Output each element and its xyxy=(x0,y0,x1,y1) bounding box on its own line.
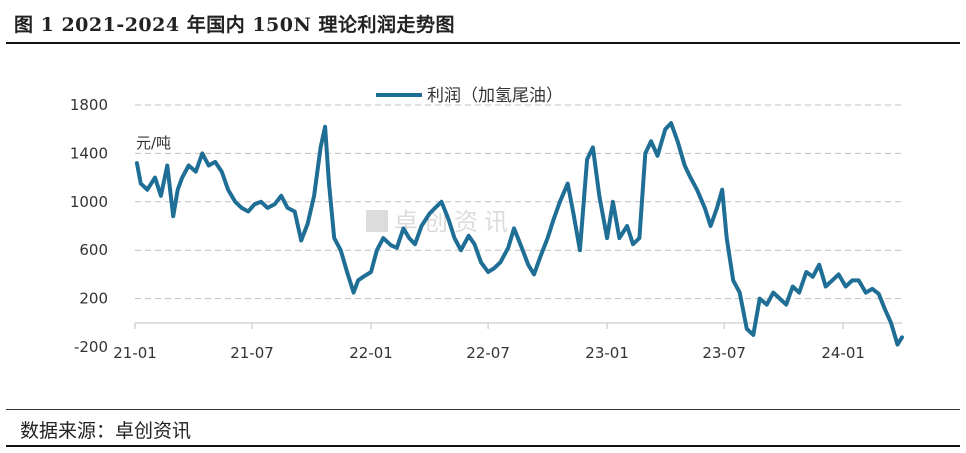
y-tick-label: 200 xyxy=(79,290,108,308)
x-tick-label: 22-07 xyxy=(466,344,510,362)
x-tick-label: 21-01 xyxy=(113,344,157,362)
x-tick-labels: 21-01 21-07 22-01 22-07 23-01 23-07 24-01 xyxy=(113,323,865,362)
y-tick-label: 1400 xyxy=(70,144,108,162)
y-tick-label: 600 xyxy=(79,241,108,259)
source-note: 数据来源：卓创资讯 xyxy=(20,420,192,442)
legend: 利润（加氢尾油） xyxy=(376,86,563,106)
profit-line-chart: -200 200 600 1000 1400 1800 21-01 21-07 22-01 22… xyxy=(70,86,904,362)
y-tick-labels: -200 200 600 1000 1400 1800 xyxy=(70,96,108,356)
bottom-rule xyxy=(6,445,960,447)
grid-lines xyxy=(135,104,902,300)
y-tick-label: -200 xyxy=(74,338,108,356)
y-tick-label: 1800 xyxy=(70,96,108,114)
series-line-profit xyxy=(134,121,904,347)
x-tick-label: 21-07 xyxy=(230,344,274,362)
legend-label: 利润（加氢尾油） xyxy=(427,86,563,106)
x-tick-label: 23-07 xyxy=(702,344,746,362)
x-tick-label: 22-01 xyxy=(349,344,393,362)
chart-title: 图 1 2021-2024 年国内 150N 理论利润走势图 xyxy=(14,14,455,36)
x-tick-label: 23-01 xyxy=(585,344,629,362)
watermark: 卓创资讯 xyxy=(366,208,508,236)
y-axis-unit: 元/吨 xyxy=(136,134,171,152)
x-tick-label: 24-01 xyxy=(821,344,865,362)
y-tick-label: 1000 xyxy=(70,193,108,211)
footer-rule xyxy=(6,409,960,410)
title-rule xyxy=(6,42,960,44)
